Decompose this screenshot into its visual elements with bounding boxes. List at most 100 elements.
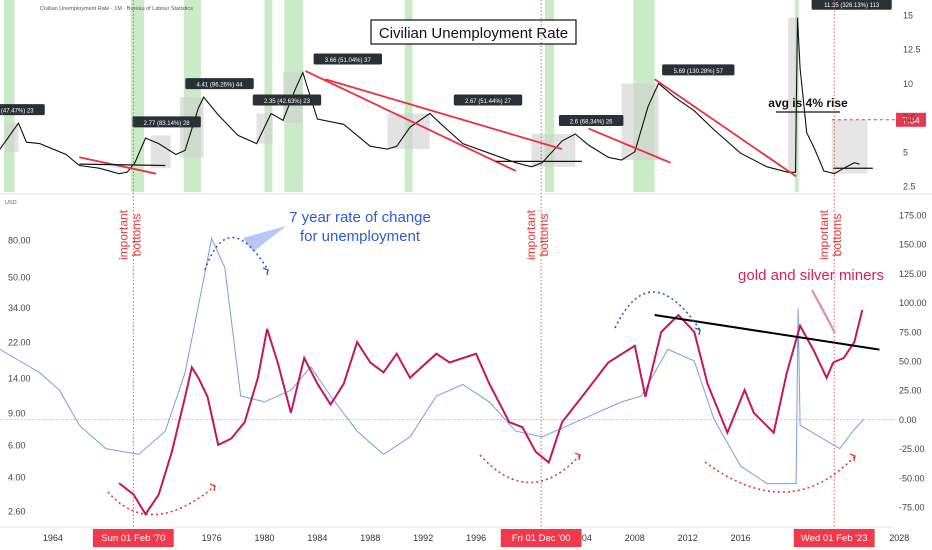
right-y-tick-label: 150.00: [899, 240, 927, 250]
roc-label-line2: for unemployment: [300, 228, 421, 245]
arc-arrow-head: [694, 327, 701, 336]
title-box: [370, 19, 577, 45]
rise-badge-label: 1.47 (47.47%) 23: [0, 109, 34, 115]
arc-arrow-head: [849, 453, 856, 462]
top-y-tick-label: 12.5: [903, 45, 921, 55]
miners-series-line: [118, 309, 864, 516]
right-y-tick-label: 75.00: [899, 327, 922, 337]
x-tick-label: 1980: [254, 533, 274, 543]
rise-badge: [0, 104, 45, 116]
recession-band: [544, 0, 555, 192]
left-y-tick-label: 34.00: [8, 303, 31, 313]
x-tick-label: 1996: [466, 533, 486, 543]
bottoms-label: bottoms: [129, 214, 143, 257]
left-y-tick-label: 80.00: [8, 236, 31, 246]
rise-badge: [132, 116, 201, 128]
x-tick-label: 2012: [678, 533, 698, 543]
red-trendline: [305, 70, 517, 172]
important-label: important: [817, 209, 831, 260]
rise-badge-label: 2.6 (68.34%) 26: [570, 120, 613, 126]
x-tick-label: 2028: [889, 533, 909, 543]
top-y-tick-label: 15: [903, 11, 913, 21]
source-header: Civilian Unemployment Rate · 1M · Bureau…: [40, 6, 193, 12]
rise-badge: [453, 94, 523, 106]
top-y-tick-label: 7.5: [903, 113, 916, 123]
level-badge-value: 7.34: [902, 115, 920, 125]
recession-band: [404, 0, 413, 192]
important-label: important: [524, 209, 538, 260]
red-trendline: [325, 78, 563, 150]
arc-arrow-head: [262, 267, 269, 276]
right-y-tick-label: 125.00: [899, 269, 927, 279]
dotted-arc-arrow: [479, 454, 581, 484]
right-y-tick-label: 50.00: [899, 357, 922, 367]
rise-badge-label: 5.69 (130.28%) 57: [674, 69, 724, 75]
support-line: [79, 163, 166, 167]
red-trendline: [588, 127, 671, 164]
roc-label-line1: 7 year rate of change: [289, 209, 431, 226]
left-y-tick-label: 22.00: [8, 338, 31, 348]
date-badge-label: Fri 01 Dec '00: [512, 533, 571, 544]
bottom-panel: [0, 236, 894, 516]
x-tick-label: 1984: [307, 533, 327, 543]
left-y-tick-label: 9.00: [8, 408, 26, 418]
x-tick-label: 2016: [731, 533, 751, 543]
arc-arrow-head: [209, 483, 216, 492]
arc-arrow-head: [574, 452, 581, 461]
left-y-tick-label: 2.60: [8, 507, 26, 517]
recession-band: [130, 0, 145, 192]
chart-title: Civilian Unemployment Rate: [379, 25, 568, 42]
x-tick-label: 1988: [360, 533, 380, 543]
rise-badge-label: 2.67 (51.44%) 27: [465, 99, 512, 105]
rise-badge: [313, 53, 383, 65]
x-tick-label: 1992: [413, 533, 433, 543]
miners-callout-pointer: [811, 289, 836, 334]
top-panel: 1.47 (47.47%) 23 2.77 (83.14%) 28 4.41 (96…: [0, 0, 926, 192]
axes: 15 12.5 10 7.5 5 2.5 80.00 50.00 34.00 22.00 14.00…: [0, 11, 932, 543]
rise-badge: [185, 78, 254, 90]
rise-badge-label: 4.41 (96.26%) 44: [197, 83, 244, 89]
red-trendline: [654, 78, 797, 178]
rise-badge-label: 2.35 (42.63%) 23: [264, 99, 311, 105]
left-y-tick-label: 14.00: [8, 373, 31, 383]
rise-badge-label: 3.66 (51.04%) 37: [325, 58, 372, 64]
rate-of-change-series-line: [0, 236, 864, 485]
right-y-tick-label: -50.00: [899, 473, 925, 483]
right-y-tick-label: -25.00: [899, 444, 925, 454]
dotted-arc-arrow: [704, 455, 856, 493]
level-badge: [896, 112, 926, 127]
date-badge: [793, 529, 875, 547]
date-badge: [500, 529, 582, 547]
rise-badge: [252, 94, 322, 106]
roc-callout-pointer: [243, 226, 286, 252]
rise-box: [387, 113, 430, 150]
rise-box: [788, 17, 798, 173]
recession-band: [3, 0, 15, 192]
rise-badge-label: 11.35 (326.13%) 113: [824, 3, 880, 9]
top-y-tick-label: 10: [903, 79, 913, 89]
x-tick-label: 2004: [572, 533, 592, 543]
rise-badge: [811, 0, 892, 10]
rise-badge: [662, 64, 735, 76]
left-y-tick-label: 4.00: [8, 472, 26, 482]
right-y-tick-label: 0.00: [899, 415, 917, 425]
rise-badge: [558, 115, 624, 127]
right-y-tick-label: -75.00: [899, 503, 925, 513]
top-y-tick-label: 5: [903, 147, 908, 157]
right-y-tick-label: 100.00: [899, 298, 927, 308]
red-trendline: [79, 156, 157, 175]
recession-band: [183, 0, 202, 192]
currency-label: USD: [5, 200, 17, 206]
miners-trendline: [654, 313, 880, 351]
date-badge: [92, 529, 174, 547]
x-tick-label: 1976: [202, 533, 222, 543]
left-y-tick-label: 6.00: [8, 440, 26, 450]
dotted-arc-arrow: [204, 236, 269, 271]
right-y-tick-label: 25.00: [899, 386, 922, 396]
rise-box: [5, 123, 19, 152]
bottoms-label: bottoms: [537, 214, 551, 257]
bottoms-label: bottoms: [830, 214, 844, 257]
